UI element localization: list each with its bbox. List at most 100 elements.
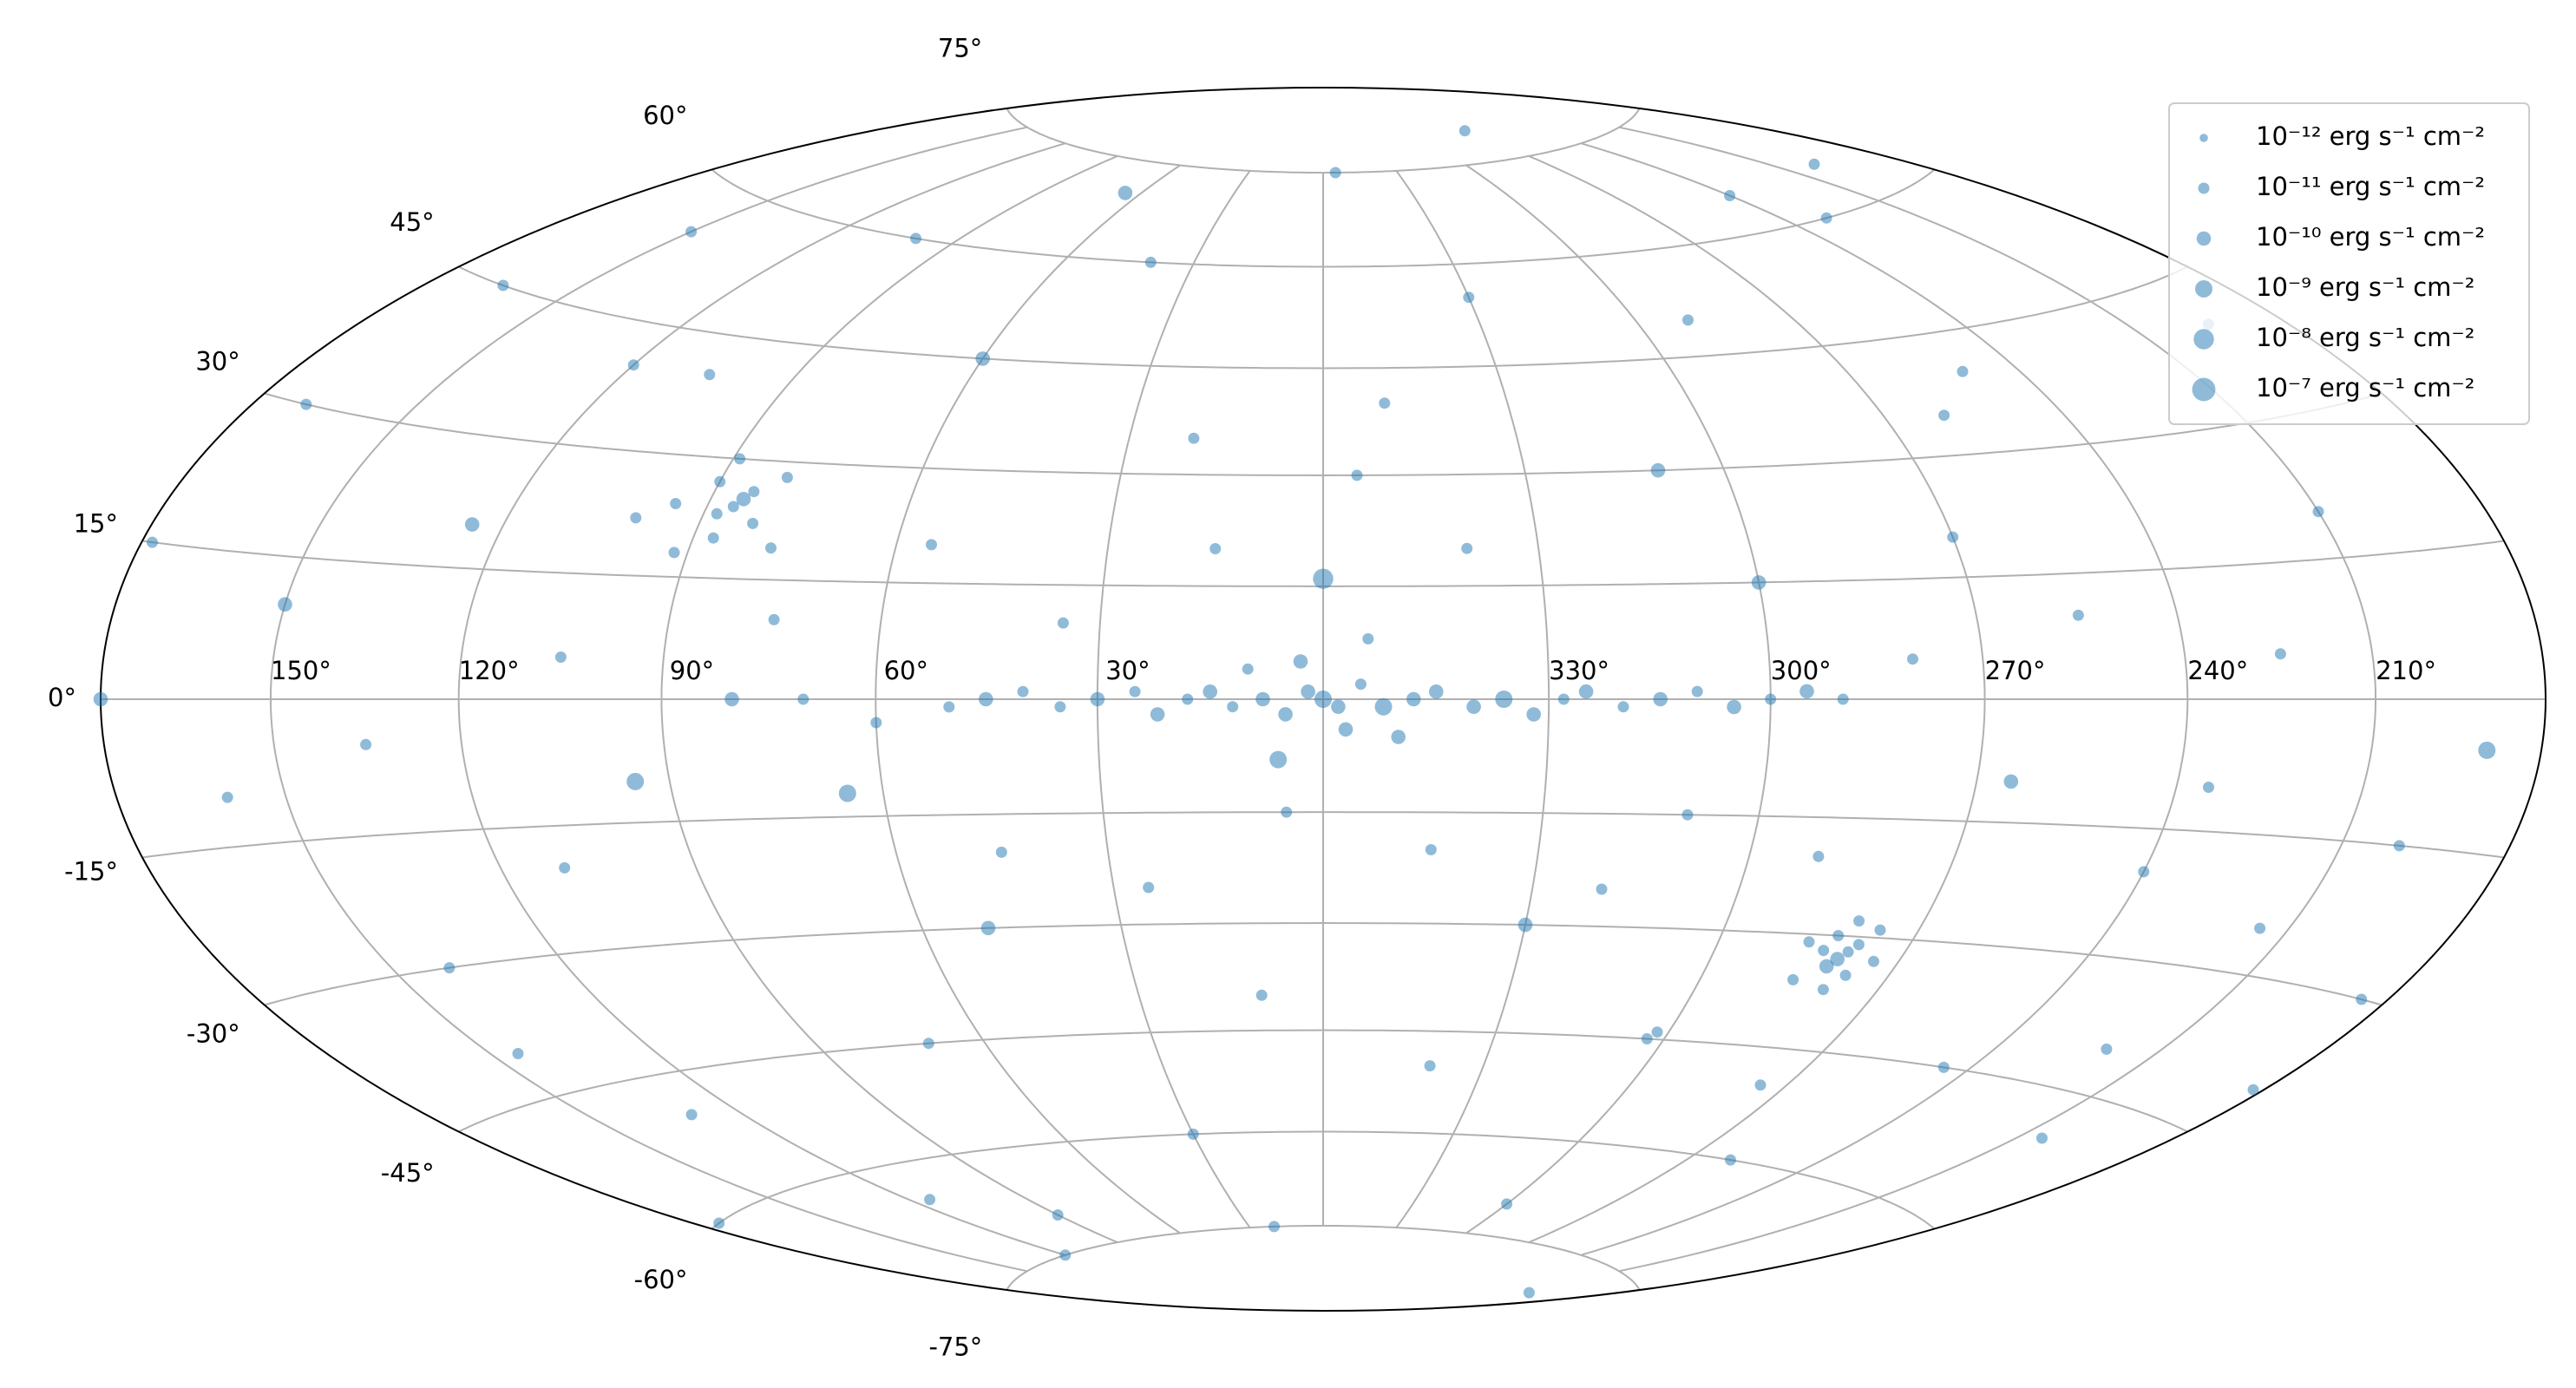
source-point (1907, 653, 1918, 665)
source-point (685, 226, 698, 238)
source-point (1461, 542, 1473, 554)
source-point (922, 1038, 934, 1050)
source-point (765, 542, 777, 554)
source-point (1653, 691, 1668, 707)
source-point (1351, 469, 1363, 481)
source-point (1379, 397, 1391, 409)
source-point (781, 471, 793, 483)
source-point (1820, 212, 1832, 224)
source-point (1129, 685, 1141, 697)
x-tick-label: 300° (1771, 656, 1832, 685)
source-point (1268, 1221, 1280, 1233)
source-point (870, 717, 882, 729)
source-point (736, 492, 751, 507)
source-point (1203, 684, 1217, 699)
source-point (1947, 531, 1959, 543)
source-point (713, 1217, 725, 1229)
source-point (627, 359, 639, 371)
source-point (2356, 993, 2368, 1005)
source-point (360, 738, 372, 750)
x-tick-label: 210° (2376, 656, 2436, 685)
source-point (559, 861, 571, 874)
source-point (1754, 1079, 1766, 1091)
source-point (1331, 699, 1346, 714)
source-point (1830, 952, 1845, 966)
source-point (221, 791, 233, 803)
x-tick-label: 30° (1105, 656, 1150, 685)
source-point (497, 279, 509, 291)
source-point (1329, 167, 1341, 179)
source-point (1808, 158, 1820, 170)
source-point (1313, 568, 1334, 589)
source-point (1578, 684, 1594, 699)
source-point (924, 1194, 936, 1206)
grid-line (1580, 142, 2189, 1256)
legend-label: 10⁻¹² erg s⁻¹ cm⁻² (2256, 121, 2485, 151)
source-point (1725, 1154, 1736, 1166)
source-point (1269, 750, 1288, 769)
source-point (1255, 989, 1268, 1001)
source-point (1819, 959, 1834, 974)
source-point (278, 597, 292, 612)
source-point (1425, 844, 1437, 855)
source-point (2393, 840, 2405, 852)
y-tick-label: -15° (64, 857, 118, 887)
source-point (685, 1109, 698, 1121)
source-point (1842, 946, 1854, 958)
source-point (768, 613, 780, 625)
legend-marker (2198, 182, 2210, 194)
source-point (1227, 701, 1239, 713)
source-point (926, 539, 937, 551)
grid-line (457, 142, 1066, 1256)
source-point (670, 498, 682, 509)
source-point (1188, 432, 1200, 444)
source-point (1374, 697, 1393, 716)
source-point (1338, 722, 1354, 737)
source-point (1495, 691, 1513, 708)
source-point (1090, 691, 1105, 707)
source-point (2003, 774, 2019, 789)
source-point (1143, 881, 1155, 894)
y-tick-label: -60° (634, 1265, 688, 1294)
source-point (2254, 922, 2266, 934)
source-point (1803, 936, 1815, 948)
source-point (1017, 685, 1029, 697)
y-tick-label: 45° (390, 207, 434, 237)
source-point (1682, 314, 1694, 326)
source-point (747, 517, 759, 529)
grid-line (875, 164, 1181, 1234)
x-tick-label: 330° (1549, 656, 1609, 685)
source-point (1466, 699, 1481, 714)
source-point (1832, 930, 1845, 941)
source-point (1255, 691, 1270, 707)
source-point (1765, 693, 1777, 705)
legend-label: 10⁻⁹ erg s⁻¹ cm⁻² (2256, 272, 2474, 302)
source-point (2101, 1043, 2113, 1055)
source-point (1362, 632, 1374, 645)
y-tick-label: 75° (938, 33, 982, 62)
y-tick-label: 0° (48, 683, 76, 712)
x-tick-label: 60° (884, 656, 928, 685)
y-tick-label: 30° (195, 347, 239, 376)
source-point (1150, 707, 1165, 722)
grid-line (660, 154, 1118, 1244)
source-point (147, 536, 158, 548)
source-point (1817, 984, 1829, 996)
legend-label: 10⁻⁷ erg s⁻¹ cm⁻² (2256, 373, 2474, 403)
source-point (2072, 609, 2084, 621)
source-point (1052, 1209, 1064, 1221)
legend-marker (2193, 329, 2214, 350)
source-point (1463, 291, 1475, 304)
source-point (1681, 809, 1694, 821)
grid-line (1395, 170, 1550, 1228)
source-point (707, 532, 719, 544)
legend-marker (2199, 134, 2208, 142)
source-point (714, 475, 726, 488)
source-point (1727, 699, 1741, 715)
source-point (2274, 648, 2286, 660)
source-point (838, 784, 856, 802)
source-point (1691, 685, 1703, 697)
source-point (1818, 945, 1830, 957)
grid-line (1528, 154, 1986, 1244)
legend-marker (2192, 377, 2216, 402)
